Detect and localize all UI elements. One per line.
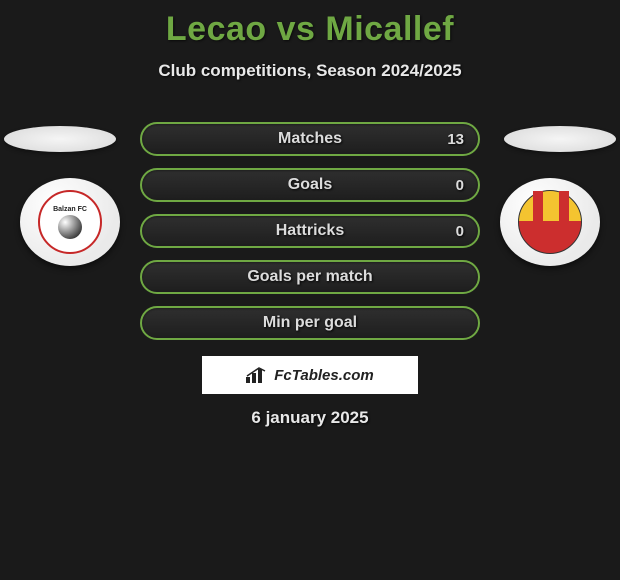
stat-row-hattricks: Hattricks 0	[140, 214, 480, 248]
stat-label: Matches	[278, 130, 342, 148]
crest-stripe	[533, 191, 543, 228]
club-badge-left: Balzan FC	[20, 178, 120, 266]
brand-watermark: FcTables.com	[202, 356, 418, 394]
page-title: Lecao vs Micallef	[0, 0, 620, 49]
stat-label: Min per goal	[263, 314, 357, 332]
club-badge-left-label: Balzan FC	[53, 206, 87, 213]
generation-date: 6 january 2025	[0, 408, 620, 428]
page-subtitle: Club competitions, Season 2024/2025	[0, 61, 620, 81]
player-photo-left	[4, 126, 116, 152]
stat-label: Goals	[288, 176, 332, 194]
brand-text: FcTables.com	[274, 367, 373, 384]
soccer-ball-icon	[58, 215, 82, 239]
stat-row-min-per-goal: Min per goal	[140, 306, 480, 340]
player-photo-right	[504, 126, 616, 152]
stat-value-right: 13	[447, 131, 464, 148]
comparison-card: Lecao vs Micallef Club competitions, Sea…	[0, 0, 620, 440]
stat-row-goals: Goals 0	[140, 168, 480, 202]
crest-stripe	[559, 191, 569, 228]
bar-chart-icon	[246, 367, 268, 383]
stat-label: Hattricks	[276, 222, 344, 240]
stat-row-matches: Matches 13	[140, 122, 480, 156]
balzan-fc-crest: Balzan FC	[38, 190, 102, 254]
stat-label: Goals per match	[247, 268, 372, 286]
stat-row-goals-per-match: Goals per match	[140, 260, 480, 294]
stat-value-right: 0	[456, 223, 464, 240]
birkirkara-fc-crest	[518, 190, 582, 254]
stat-value-right: 0	[456, 177, 464, 194]
stats-table: Matches 13 Goals 0 Hattricks 0 Goals per…	[140, 122, 480, 352]
club-badge-right	[500, 178, 600, 266]
